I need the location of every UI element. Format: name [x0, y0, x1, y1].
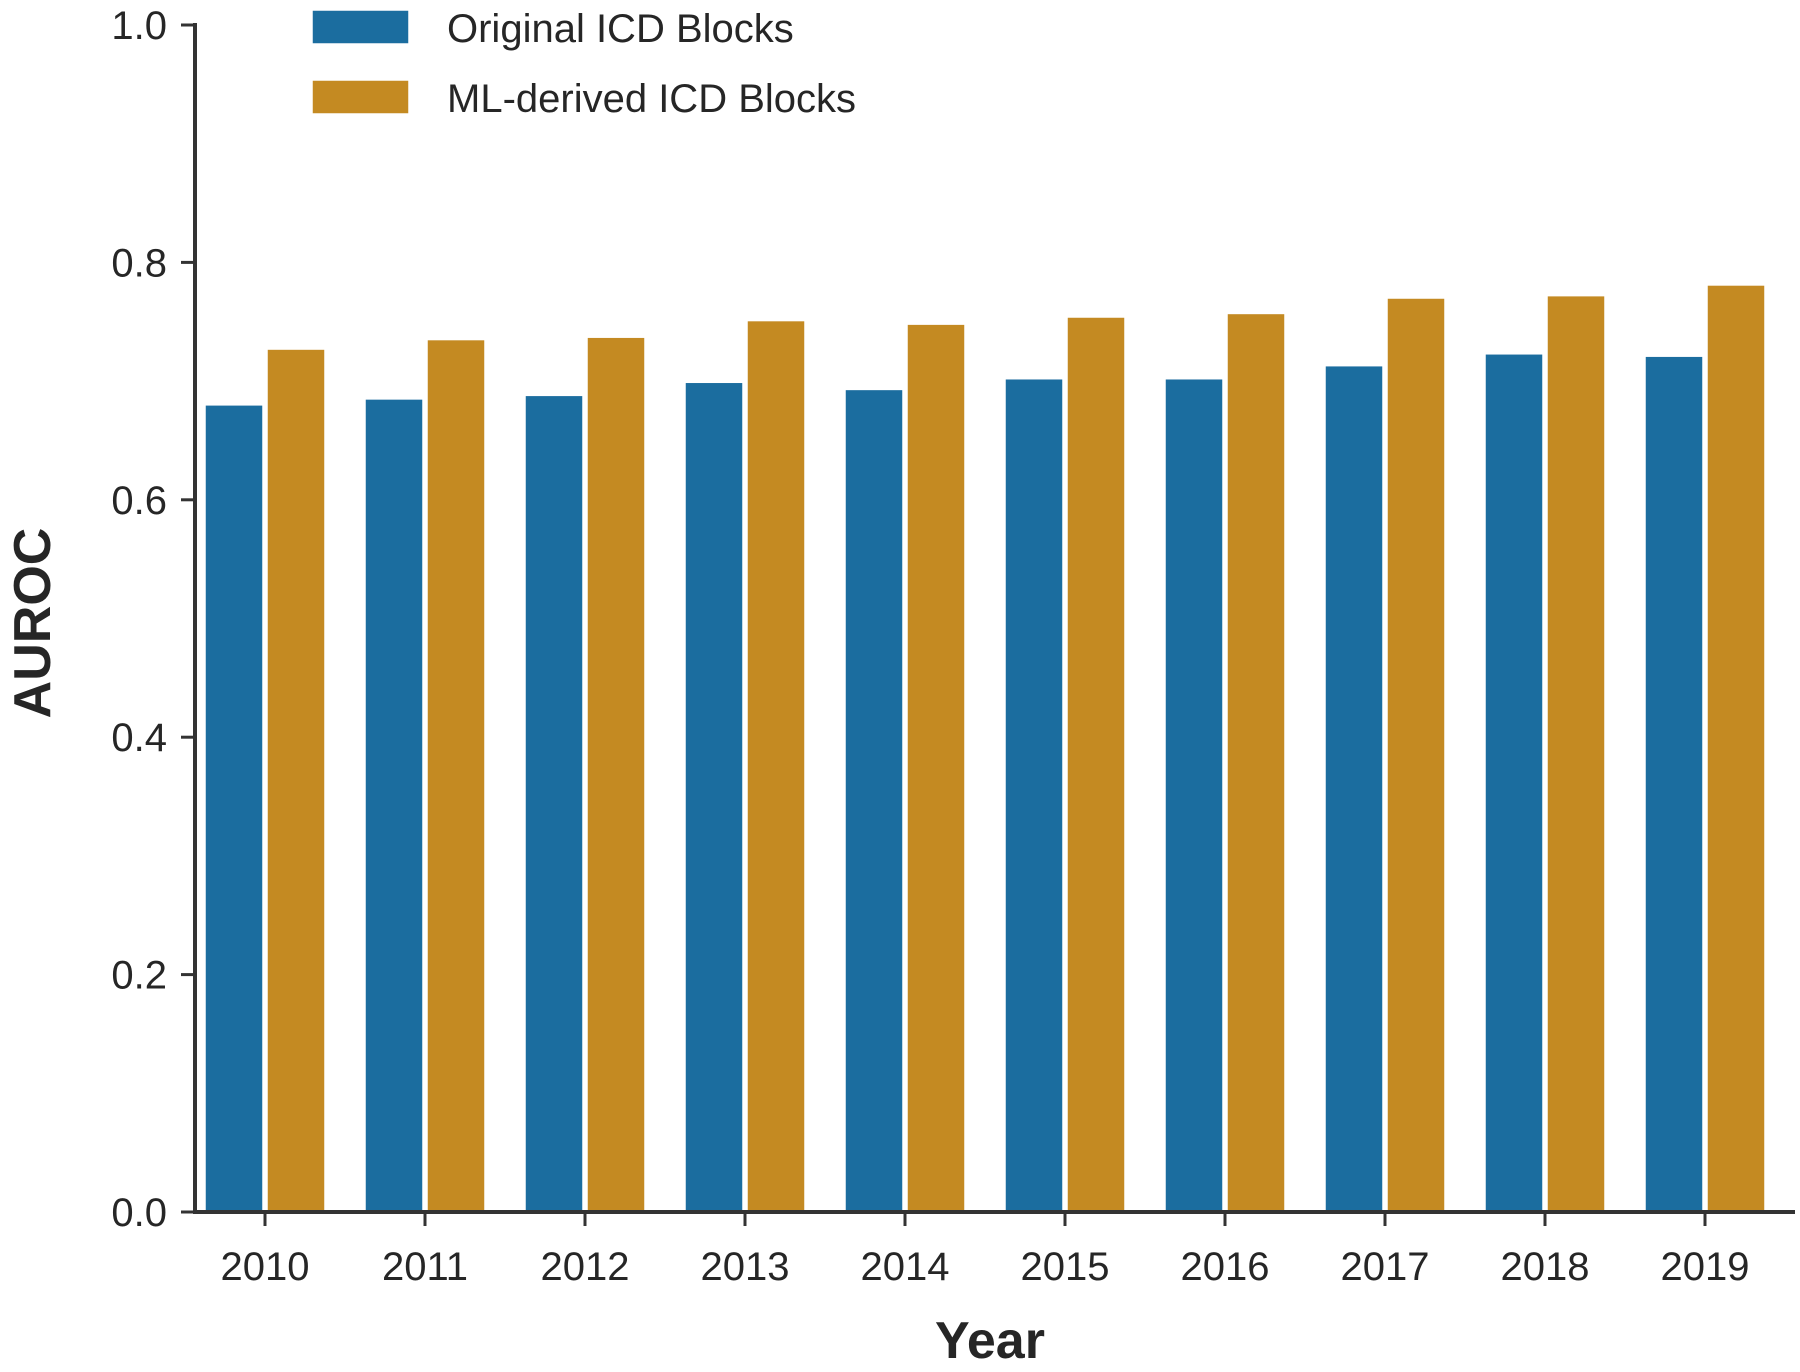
- y-axis-title: AUROC: [4, 528, 62, 719]
- bar-original-2019: [1644, 355, 1704, 1213]
- bar-original-2013: [684, 381, 744, 1213]
- legend-label-ml-derived: ML-derived ICD Blocks: [447, 77, 856, 121]
- bar-ml-derived-2013: [746, 319, 806, 1213]
- x-axis-ticks: 2010 2011 2012 2013 2014 2015 2016 2017 2018 2019: [221, 1212, 1750, 1289]
- x-tick-label: 2012: [541, 1245, 630, 1289]
- legend: Original ICD Blocks ML-derived ICD Blocks: [311, 7, 856, 121]
- x-tick-label: 2017: [1341, 1245, 1430, 1289]
- axes-layer: [193, 23, 1795, 1214]
- legend-swatch-original: [311, 9, 410, 45]
- x-tick-label: 2019: [1661, 1245, 1750, 1289]
- bars-layer: [204, 284, 1766, 1213]
- x-tick-label: 2016: [1181, 1245, 1270, 1289]
- bar-original-2010: [204, 404, 264, 1213]
- x-tick-label: 2013: [701, 1245, 790, 1289]
- bar-ml-derived-2017: [1386, 297, 1446, 1213]
- y-tick-label: 0.8: [111, 241, 167, 285]
- bar-ml-derived-2015: [1066, 316, 1126, 1213]
- y-axis-ticks: 0.0 0.2 0.4 0.6 0.8 1.0: [111, 4, 195, 1235]
- bar-ml-derived-2014: [906, 323, 966, 1213]
- bar-ml-derived-2018: [1546, 294, 1606, 1213]
- x-tick-label: 2011: [382, 1245, 468, 1289]
- y-tick-label: 0.0: [111, 1191, 167, 1235]
- bar-ml-derived-2012: [586, 336, 646, 1213]
- bar-original-2015: [1004, 377, 1064, 1213]
- x-axis-title: Year: [935, 1312, 1045, 1367]
- x-tick-label: 2018: [1501, 1245, 1590, 1289]
- legend-swatch-ml-derived: [311, 79, 410, 115]
- bar-original-2016: [1164, 377, 1224, 1213]
- bar-original-2017: [1324, 364, 1384, 1213]
- bar-ml-derived-2011: [426, 338, 486, 1213]
- y-tick-label: 0.2: [111, 954, 167, 998]
- bar-original-2011: [364, 398, 424, 1213]
- y-tick-label: 1.0: [111, 4, 167, 48]
- x-tick-label: 2015: [1021, 1245, 1110, 1289]
- bar-ml-derived-2019: [1706, 284, 1766, 1213]
- x-tick-label: 2010: [221, 1245, 310, 1289]
- x-tick-label: 2014: [861, 1245, 950, 1289]
- bar-original-2014: [844, 388, 904, 1213]
- legend-label-original: Original ICD Blocks: [447, 7, 794, 51]
- bar-ml-derived-2010: [266, 348, 326, 1213]
- bar-ml-derived-2016: [1226, 312, 1286, 1213]
- bar-original-2012: [524, 394, 584, 1213]
- y-tick-label: 0.4: [111, 716, 167, 760]
- y-tick-label: 0.6: [111, 479, 167, 523]
- bar-original-2018: [1484, 353, 1544, 1213]
